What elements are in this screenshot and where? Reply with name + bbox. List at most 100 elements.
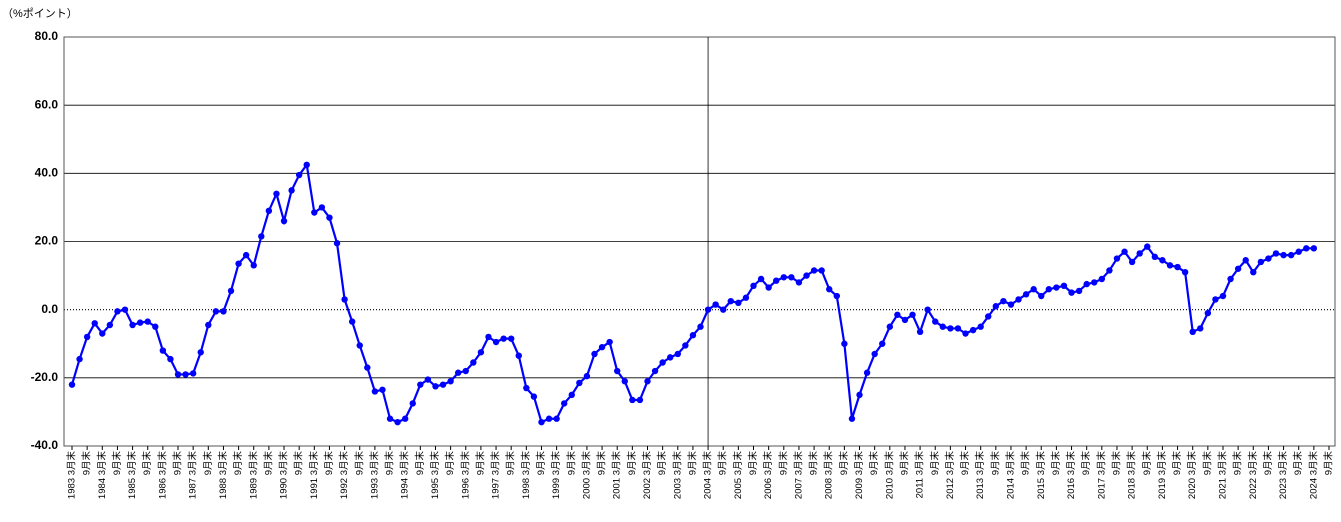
- data-point: [909, 311, 916, 318]
- data-point: [1030, 286, 1037, 293]
- data-point: [167, 355, 174, 363]
- data-point: [1174, 263, 1181, 271]
- x-tick-label: 9月末: [868, 451, 880, 476]
- data-point: [833, 292, 841, 300]
- data-point: [636, 396, 644, 404]
- data-point: [788, 274, 795, 281]
- data-point: [614, 367, 621, 375]
- data-point: [1287, 251, 1295, 259]
- data-point: [235, 260, 242, 267]
- data-point: [401, 415, 409, 422]
- data-point: [954, 325, 962, 332]
- x-tick-label: 9月末: [1323, 451, 1335, 476]
- data-point: [424, 376, 432, 383]
- x-tick-label: 2010 3月末: [883, 451, 895, 500]
- x-tick-label: 9月末: [353, 451, 365, 476]
- data-point: [1166, 262, 1174, 269]
- data-point: [242, 251, 250, 259]
- data-point: [924, 306, 931, 313]
- x-tick-label: 9月末: [323, 451, 335, 476]
- data-point: [341, 296, 348, 303]
- data-point: [76, 355, 83, 363]
- x-tick-label: 9月末: [172, 451, 184, 476]
- x-tick-label: 9月末: [686, 451, 698, 476]
- plot-frame: [63, 36, 1336, 447]
- x-tick-label: 9月末: [838, 451, 850, 476]
- data-point: [530, 393, 538, 400]
- data-point: [303, 161, 310, 169]
- data-point: [856, 391, 863, 399]
- data-point: [1295, 248, 1302, 255]
- data-point: [1091, 279, 1098, 286]
- x-tick-label: 9月末: [232, 451, 244, 476]
- data-point: [295, 171, 303, 179]
- data-point: [848, 415, 856, 422]
- data-point: [1272, 250, 1280, 257]
- data-point: [1204, 309, 1212, 317]
- data-point: [182, 371, 189, 378]
- data-point: [992, 303, 1000, 310]
- x-tick-label: 9月末: [929, 451, 941, 476]
- data-point: [129, 321, 136, 329]
- x-tick-label: 9月末: [414, 451, 426, 476]
- x-tick-label: 9月末: [596, 451, 608, 476]
- x-tick-label: 2000 3月末: [580, 451, 592, 500]
- data-point: [576, 379, 583, 387]
- x-tick-label: 9月末: [1292, 451, 1304, 476]
- x-tick-label: 9月末: [474, 451, 486, 476]
- data-point: [742, 294, 750, 301]
- data-point: [492, 338, 500, 346]
- data-point: [697, 323, 704, 330]
- data-point: [969, 326, 977, 334]
- x-tick-label: 9月末: [1232, 451, 1244, 476]
- data-point: [523, 384, 530, 392]
- x-tick-label: 2024 3月末: [1307, 451, 1319, 500]
- data-point: [447, 378, 454, 385]
- data-point: [1227, 275, 1234, 283]
- data-point: [333, 240, 341, 247]
- y-tick-label: 60.0: [35, 97, 59, 111]
- data-point: [288, 187, 295, 194]
- data-point: [826, 286, 833, 293]
- x-tick-label: 9月末: [111, 451, 123, 476]
- y-tick-label: 20.0: [35, 234, 59, 248]
- x-tick-label: 9月末: [1141, 451, 1153, 476]
- data-point: [863, 369, 871, 376]
- x-tick-label: 1992 3月末: [338, 451, 350, 500]
- data-point: [386, 415, 394, 422]
- data-point: [99, 330, 106, 337]
- data-point: [939, 323, 947, 330]
- data-point: [144, 318, 151, 325]
- x-tick-label: 1998 3月末: [520, 451, 532, 500]
- x-tick-label: 9月末: [384, 451, 396, 476]
- x-tick-label: 1988 3月末: [217, 451, 229, 500]
- x-tick-label: 9月末: [717, 451, 729, 476]
- data-point: [485, 333, 492, 341]
- data-point: [439, 381, 447, 388]
- x-tick-label: 1997 3月末: [490, 451, 502, 500]
- x-tick-label: 9月末: [1262, 451, 1274, 476]
- x-tick-label: 9月末: [262, 451, 274, 476]
- data-point: [629, 396, 636, 404]
- x-tick-label: 2008 3月末: [823, 451, 835, 500]
- x-tick-label: 9月末: [808, 451, 820, 476]
- data-point: [477, 349, 485, 356]
- data-point: [394, 418, 401, 426]
- data-point: [560, 400, 568, 407]
- data-point: [886, 323, 894, 330]
- x-tick-label: 9月末: [656, 451, 668, 476]
- data-point: [356, 342, 363, 349]
- data-point: [280, 217, 288, 225]
- x-tick-label: 9月末: [1020, 451, 1032, 476]
- x-tick-label: 9月末: [747, 451, 759, 476]
- x-tick-label: 2021 3月末: [1217, 451, 1229, 500]
- data-point: [871, 350, 878, 358]
- data-point: [364, 364, 371, 371]
- x-tick-label: 9月末: [1050, 451, 1062, 476]
- data-point: [220, 308, 227, 315]
- data-point: [644, 378, 651, 385]
- x-tick-label: 1999 3月末: [550, 451, 562, 500]
- x-tick-label: 2023 3月末: [1277, 451, 1289, 500]
- y-tick-label: 80.0: [35, 29, 59, 43]
- x-tick-label: 2002 3月末: [641, 451, 653, 500]
